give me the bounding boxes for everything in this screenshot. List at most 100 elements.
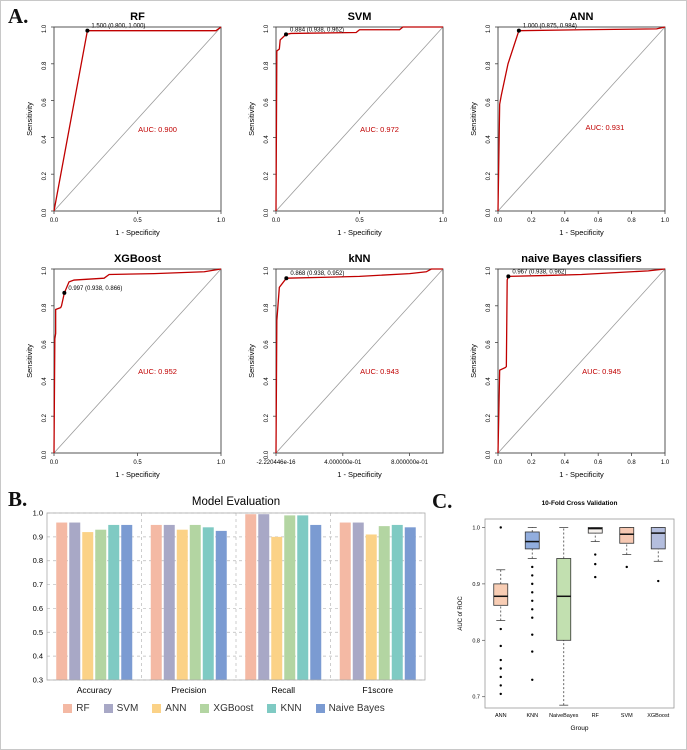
- bar-naive-bayes-precision: [215, 530, 227, 680]
- model-evaluation-bar-chart: Model Evaluation 0.3 0.4 0.5 0.6 0.7 0.8 0.9 1.0…: [17, 493, 431, 700]
- legend-item-xgboost: XGBoost: [200, 703, 253, 714]
- y-tick-label: 0.0: [264, 450, 270, 459]
- roc-plot-svg: XGBoost 0.0 0.5 1.0 0.0 0.2 0.4 0.6 0.8 1.0 1 - Sp…: [25, 253, 226, 479]
- roc-chart-naive-bayes: naive Bayes classifiers 0.0 0.2 0.4 0.6 0.8 1.…: [461, 251, 674, 487]
- plot-box: [497, 268, 666, 454]
- x-tick-label: 0.5: [133, 460, 142, 466]
- x-tick-label: 1.0: [217, 460, 226, 466]
- legend-swatch: [103, 704, 113, 713]
- plot-box: [497, 26, 666, 212]
- panel-b-label: B.: [8, 487, 28, 511]
- outlier-point: [531, 565, 534, 569]
- outlier-point: [499, 684, 502, 687]
- threshold-label: 1.000 (0.875, 0.984): [523, 24, 577, 30]
- y-axis-label: Sensitivity: [469, 344, 478, 378]
- cross-validation-panel: 10-Fold Cross Validation 0.7 0.8 0.9 1.0 ANN K…: [449, 493, 682, 746]
- chart-title: RF: [130, 11, 145, 23]
- y-tick-label: 0.6: [264, 340, 270, 349]
- plot-box: [484, 518, 675, 709]
- bar-xgboost-accuracy: [95, 529, 107, 680]
- y-tick-label: 0.8: [264, 61, 270, 70]
- y-tick-label: 0.6: [486, 98, 492, 107]
- box-knn: [524, 531, 540, 550]
- legend-item-knn: KNN: [267, 703, 302, 714]
- x-tick-label: 0.0: [494, 460, 503, 466]
- roc-curve: [275, 268, 443, 454]
- roc-grid: RF 0.0 0.5 1.0 0.0 0.2 0.4 0.6 0.8 1.0 1 - Specifi…: [17, 9, 674, 487]
- x-tick-label: 0.2: [527, 460, 536, 466]
- y-tick-label: 0.8: [42, 61, 48, 70]
- y-tick-label: 0.6: [33, 604, 43, 613]
- legend-label: ANN: [165, 703, 187, 714]
- legend-label: RF: [76, 703, 90, 714]
- bar-knn-f1score: [391, 524, 403, 680]
- roc-chart-knn: kNN -2.220446e-16 4.000000e-01 8.000000e-01…: [239, 251, 452, 487]
- box-naivebayes: [556, 558, 572, 641]
- plot-box: [46, 512, 426, 681]
- auc-label: AUC: 0.900: [138, 125, 177, 134]
- bar-xgboost-f1score: [378, 526, 390, 680]
- x-tick-label: 0.5: [355, 218, 364, 224]
- roc-plot-svg: naive Bayes classifiers 0.0 0.2 0.4 0.6 0.8 1.…: [469, 253, 670, 479]
- x-tick-label: 0.8: [627, 460, 636, 466]
- bar-legend: RF SVM ANN XGBoost KNN Naive Bayes: [17, 703, 431, 714]
- bar-chart-svg: Model Evaluation 0.3 0.4 0.5 0.6 0.7 0.8 0.9 1.0…: [33, 496, 426, 695]
- y-tick-label: 0.2: [42, 413, 48, 422]
- legend-item-svm: SVM: [103, 703, 138, 714]
- outlier-point: [531, 633, 534, 636]
- chance-diagonal: [275, 268, 444, 454]
- threshold-label: 1.500 (0.800, 1.000): [91, 24, 145, 30]
- bar-ann-recall: [271, 536, 283, 680]
- threshold-marker: [506, 274, 511, 279]
- roc-plot-svg: kNN -2.220446e-16 4.000000e-01 8.000000e-01…: [247, 253, 444, 479]
- bar-naive-bayes-accuracy: [121, 524, 133, 680]
- chart-title: SVM: [348, 11, 372, 23]
- threshold-marker: [516, 28, 521, 33]
- outlier-point: [499, 644, 502, 648]
- outlier-point: [499, 675, 502, 679]
- y-tick-label: 0.6: [264, 98, 270, 107]
- chart-title: kNN: [348, 253, 370, 265]
- y-tick-label: 0.2: [42, 171, 48, 180]
- outlier-point: [499, 692, 502, 696]
- outlier-point: [531, 616, 534, 619]
- x-tick-label: 0.4: [561, 460, 570, 466]
- outlier-point: [499, 526, 502, 529]
- x-tick-label: ANN: [495, 713, 507, 719]
- legend-swatch: [152, 704, 162, 713]
- threshold-marker: [85, 28, 90, 33]
- category-label: F1score: [362, 685, 393, 695]
- roc-chart-xgboost: XGBoost 0.0 0.5 1.0 0.0 0.2 0.4 0.6 0.8 1.0 1 - Sp…: [17, 251, 230, 487]
- outlier-point: [531, 582, 534, 586]
- roc-plot-svg: RF 0.0 0.5 1.0 0.0 0.2 0.4 0.6 0.8 1.0 1 - Specifi…: [25, 11, 226, 237]
- y-tick-label: 0.2: [486, 413, 492, 422]
- bar-rf-f1score: [339, 522, 351, 680]
- roc-chart-rf: RF 0.0 0.5 1.0 0.0 0.2 0.4 0.6 0.8 1.0 1 - Specifi…: [17, 9, 230, 245]
- y-tick-label: 0.2: [486, 171, 492, 180]
- x-tick-label: 0.0: [50, 218, 59, 224]
- cross-validation-boxplot: 10-Fold Cross Validation 0.7 0.8 0.9 1.0 ANN K…: [449, 493, 682, 746]
- roc-chart-ann: ANN 0.0 0.2 0.4 0.6 0.8 1.0 0.0 0.2 0.4 0.6 0.8 1.0 1…: [461, 9, 674, 245]
- boxplot-svg: 10-Fold Cross Validation 0.7 0.8 0.9 1.0 ANN K…: [458, 500, 675, 732]
- y-tick-label: 0.8: [42, 303, 48, 312]
- y-tick-label: 0.2: [264, 171, 270, 180]
- y-tick-label: 0.0: [264, 208, 270, 217]
- x-tick-label: XGBoost: [647, 713, 669, 719]
- category-label: Accuracy: [77, 685, 113, 695]
- bar-knn-accuracy: [108, 524, 120, 680]
- y-axis-label: Sensitivity: [25, 102, 34, 136]
- threshold-marker: [284, 32, 289, 37]
- auc-label: AUC: 0.972: [360, 125, 399, 134]
- x-tick-label: NaiveBayes: [549, 713, 579, 719]
- x-tick-label: 0.5: [133, 218, 142, 224]
- y-tick-label: 0.4: [42, 135, 48, 144]
- chance-diagonal: [53, 268, 222, 454]
- chance-diagonal: [497, 26, 666, 212]
- auc-label: AUC: 0.952: [138, 367, 177, 376]
- auc-label: AUC: 0.931: [585, 123, 624, 132]
- y-tick-label: 0.4: [42, 377, 48, 386]
- x-axis-label: 1 - Specificity: [115, 228, 160, 237]
- y-tick-label: 0.7: [472, 695, 480, 701]
- legend-label: XGBoost: [213, 703, 254, 714]
